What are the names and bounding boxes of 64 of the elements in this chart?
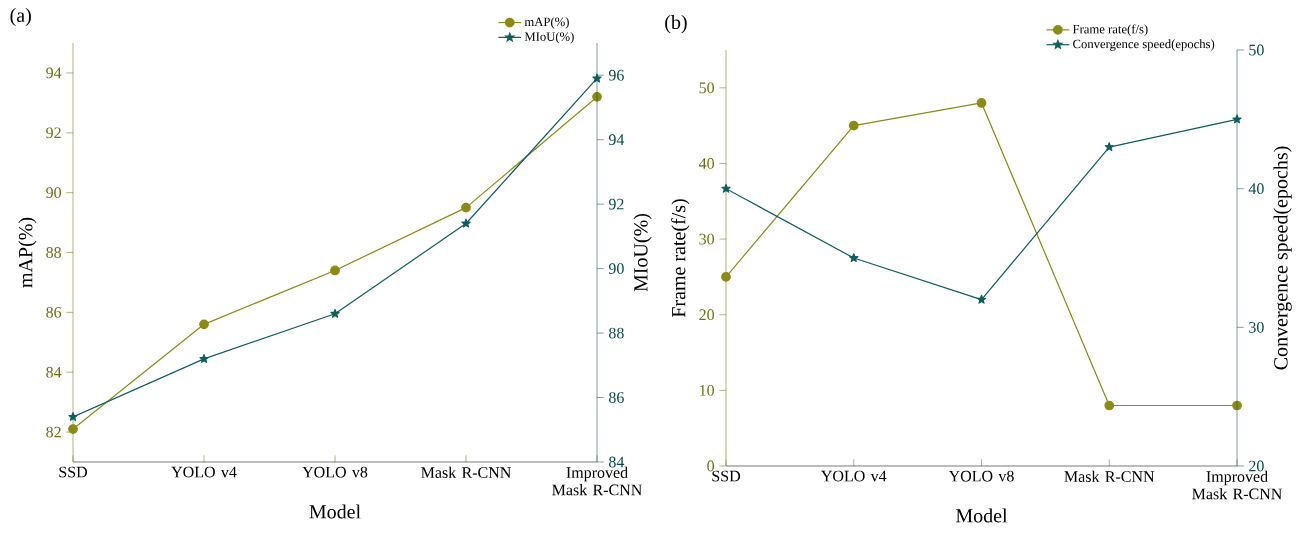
point — [199, 353, 209, 363]
point — [848, 120, 859, 131]
y2-axis-title: Convergence speed(epochs) — [1273, 146, 1292, 370]
y2-tick-label: 92 — [608, 198, 624, 210]
y-tick-label: 82 — [46, 426, 61, 438]
y2-tick-label: 94 — [608, 134, 625, 146]
y-tick-label: 0 — [707, 460, 715, 472]
y2-tick-label: 84 — [608, 456, 625, 468]
x-tick-label: Mask R-CNN — [1064, 470, 1155, 482]
point — [976, 98, 987, 108]
y-tick-label: 84 — [46, 366, 62, 378]
x-tick-label: YOLO v8 — [948, 470, 1014, 482]
y2-tick-label: 96 — [608, 69, 624, 81]
point — [461, 218, 471, 228]
y-axis-title: mAP(%) — [18, 217, 37, 288]
y2-tick-label: 86 — [608, 392, 624, 403]
point — [330, 265, 340, 276]
y-tick-label: 10 — [700, 384, 715, 396]
x-tick-label: Improved Mask R-CNN — [552, 466, 642, 496]
point — [849, 253, 859, 263]
y-tick-label: 50 — [699, 82, 715, 94]
point — [461, 202, 471, 213]
point — [199, 319, 209, 330]
legend-label: Convergence speed(epochs) — [1073, 39, 1215, 51]
x-tick-label: SSD — [712, 470, 741, 482]
y-tick-label: 20 — [699, 309, 715, 321]
y2-axis-title: MIoU(%) — [633, 213, 652, 292]
point — [68, 424, 78, 434]
y-tick-label: 90 — [46, 187, 62, 199]
y-tick-label: 92 — [46, 127, 61, 139]
chart-title: (a) — [10, 7, 31, 27]
point — [1104, 400, 1115, 411]
chart-title: (b) — [665, 15, 687, 34]
y-tick-label: 30 — [699, 233, 715, 245]
legend-label: MIoU(%) — [524, 31, 574, 44]
y2-tick-label: 30 — [1249, 321, 1264, 333]
y-tick-label: 88 — [46, 247, 62, 258]
point — [721, 183, 731, 193]
legend-label: mAP(%) — [524, 17, 569, 29]
point — [1232, 114, 1242, 124]
x-tick-label: Improved Mask R-CNN — [1192, 470, 1282, 500]
x-tick-label: YOLO v4 — [821, 470, 887, 482]
point — [330, 308, 340, 318]
y2-tick-label: 50 — [1249, 44, 1264, 56]
y-tick-label: 86 — [46, 306, 62, 318]
legend-label: Frame rate(f/s) — [1072, 24, 1148, 37]
point — [592, 73, 602, 83]
x-axis-title: Model — [955, 508, 1008, 523]
y2-tick-label: 20 — [1249, 460, 1264, 472]
point — [1104, 142, 1114, 152]
y-tick-label: 94 — [46, 67, 62, 79]
point — [68, 412, 78, 421]
y-tick-label: 40 — [698, 158, 715, 169]
y2-tick-label: 40 — [1248, 183, 1264, 195]
y-axis-title: Frame rate(f/s) — [671, 199, 690, 318]
x-tick-label: Mask R-CNN — [421, 466, 511, 478]
y2-tick-label: 88 — [608, 327, 624, 339]
y2-tick-label: 90 — [608, 263, 624, 274]
x-tick-label: YOLO v4 — [171, 466, 237, 478]
x-tick-label: SSD — [59, 466, 88, 478]
point — [976, 294, 987, 304]
x-tick-label: YOLO v8 — [302, 466, 368, 478]
x-axis-title: Model — [309, 504, 361, 519]
point — [721, 272, 731, 282]
